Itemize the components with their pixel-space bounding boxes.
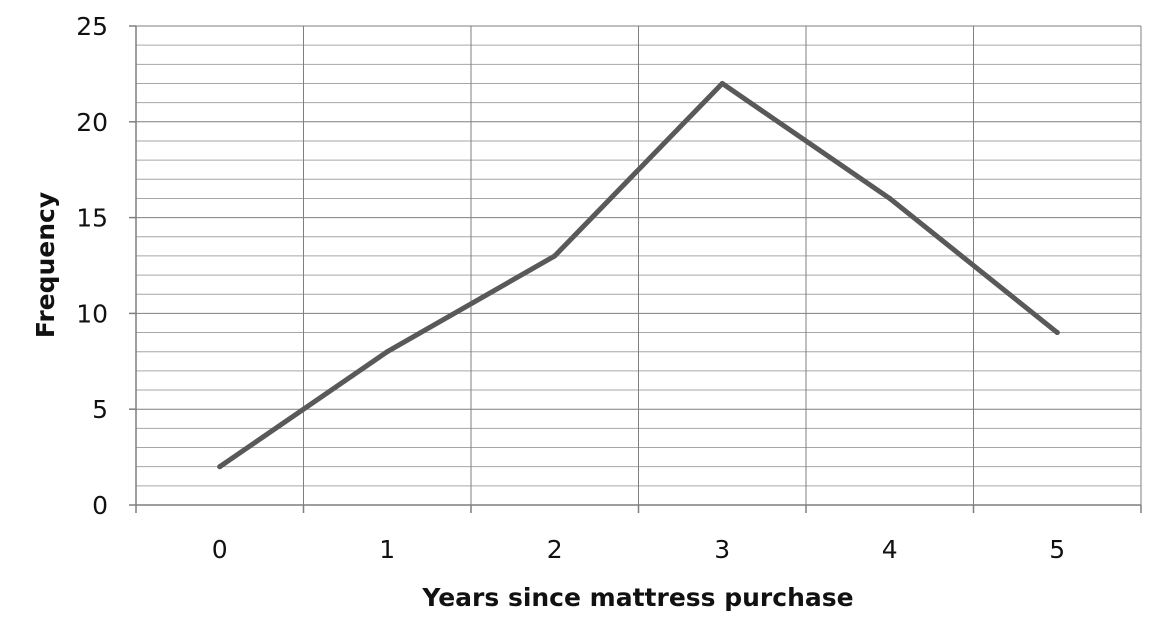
y-tick-label: 0 bbox=[92, 491, 108, 520]
data-point bbox=[719, 80, 725, 86]
data-point bbox=[1054, 330, 1060, 336]
series-line bbox=[217, 80, 1060, 470]
y-tick-label: 5 bbox=[92, 395, 108, 424]
y-axis-title: Frequency bbox=[31, 192, 60, 338]
y-tick-label: 25 bbox=[76, 12, 108, 41]
data-point bbox=[552, 253, 558, 259]
y-tick-label: 15 bbox=[76, 204, 108, 233]
data-point bbox=[384, 349, 390, 355]
x-tick-label: 4 bbox=[882, 535, 898, 564]
x-tick-label: 3 bbox=[714, 535, 730, 564]
chart-axes bbox=[129, 25, 1142, 513]
x-tick-label: 2 bbox=[547, 535, 563, 564]
y-tick-label: 20 bbox=[76, 108, 108, 137]
data-point bbox=[217, 464, 223, 470]
y-axis-tick-labels: 0 5 10 15 20 25 bbox=[76, 12, 108, 520]
x-tick-label: 1 bbox=[379, 535, 395, 564]
y-tick-label: 10 bbox=[76, 299, 108, 328]
x-axis-title: Years since mattress purchase bbox=[421, 583, 853, 612]
x-tick-label: 5 bbox=[1049, 535, 1065, 564]
chart-series bbox=[217, 80, 1060, 470]
data-point bbox=[887, 195, 893, 201]
x-axis-tick-labels: 0 1 2 3 4 5 bbox=[212, 535, 1065, 564]
x-tick-label: 0 bbox=[212, 535, 228, 564]
chart-gridlines bbox=[136, 25, 1142, 505]
